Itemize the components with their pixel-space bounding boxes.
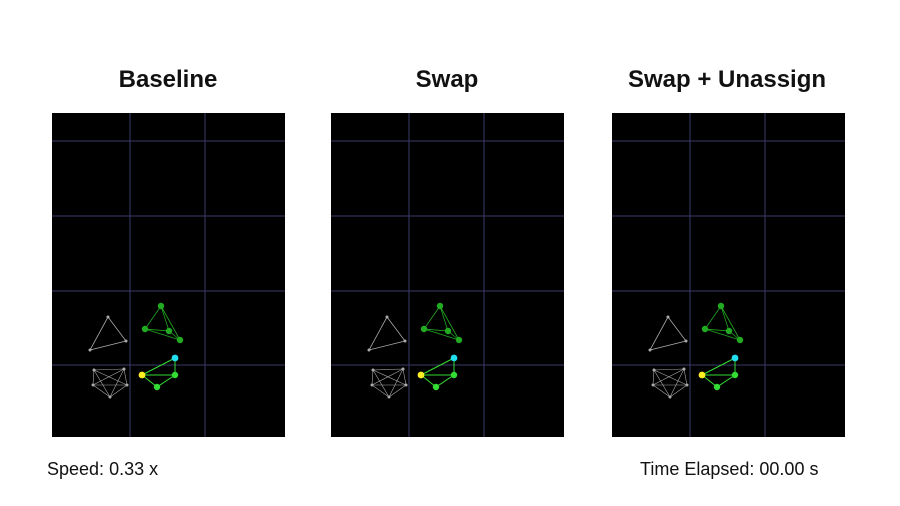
speed-readout: Speed: 0.33 x: [47, 459, 158, 480]
panel-title-baseline: Baseline: [118, 66, 218, 93]
green-agent: [436, 302, 444, 310]
idle-formation-edge: [368, 316, 406, 351]
green-agent: [432, 383, 440, 391]
cyan-agent: [731, 354, 739, 362]
green-agent: [153, 383, 161, 391]
green-agent: [450, 371, 458, 379]
cyan-agent: [450, 354, 458, 362]
green-agent: [176, 336, 184, 344]
green-agent: [736, 336, 744, 344]
idle-agent: [651, 383, 655, 387]
idle-agent: [668, 395, 672, 399]
green-agent: [157, 302, 165, 310]
green-agent: [455, 336, 463, 344]
idle-formation-edge: [652, 368, 688, 398]
idle-agent: [92, 368, 96, 372]
green-agent: [725, 327, 733, 335]
panel-title-swap: Swap: [415, 66, 479, 93]
idle-agent: [125, 383, 129, 387]
idle-agent: [387, 395, 391, 399]
idle-agent: [370, 383, 374, 387]
green-agent: [713, 383, 721, 391]
speed-value: 0.33 x: [109, 459, 159, 479]
sim-panel-swap-unassign: [612, 113, 845, 437]
idle-agent: [403, 339, 407, 343]
yellow-agent: [138, 371, 146, 379]
idle-agent: [682, 367, 686, 371]
yellow-agent: [417, 371, 425, 379]
idle-formation-edge: [649, 316, 687, 351]
sim-canvas-baseline: [52, 113, 285, 437]
green-agent: [420, 325, 428, 333]
idle-agent: [124, 339, 128, 343]
idle-agent: [401, 367, 405, 371]
green-formation-edge: [144, 305, 181, 341]
idle-agent: [685, 383, 689, 387]
sim-canvas-swap-unassign: [612, 113, 845, 437]
green-agent: [444, 327, 452, 335]
idle-formation-edge: [92, 368, 128, 398]
time-label: Time Elapsed:: [640, 459, 755, 479]
green-agent: [717, 302, 725, 310]
sim-panel-swap: [331, 113, 564, 437]
green-agent: [165, 327, 173, 335]
idle-agent: [122, 367, 126, 371]
idle-agent: [652, 368, 656, 372]
active-formation-edge: [701, 357, 736, 388]
active-formation-edge: [420, 357, 455, 388]
green-agent: [171, 371, 179, 379]
speed-label: Speed:: [47, 459, 105, 479]
idle-formation-edge: [371, 368, 407, 398]
green-agent: [731, 371, 739, 379]
idle-agent: [385, 315, 389, 319]
green-agent: [141, 325, 149, 333]
idle-agent: [367, 348, 371, 352]
green-formation-edge: [704, 305, 741, 341]
green-agent: [701, 325, 709, 333]
idle-agent: [404, 383, 408, 387]
active-formation-edge: [141, 357, 176, 388]
panel-title-swap-unassign: Swap + Unassign: [627, 66, 827, 93]
idle-agent: [684, 339, 688, 343]
sim-canvas-swap: [331, 113, 564, 437]
yellow-agent: [698, 371, 706, 379]
idle-agent: [91, 383, 95, 387]
idle-formation-edge: [89, 316, 127, 351]
time-value: 00.00 s: [759, 459, 819, 479]
idle-agent: [106, 315, 110, 319]
idle-agent: [88, 348, 92, 352]
idle-agent: [648, 348, 652, 352]
green-formation-edge: [423, 305, 460, 341]
sim-panel-baseline: [52, 113, 285, 437]
idle-agent: [666, 315, 670, 319]
time-elapsed-readout: Time Elapsed: 00.00 s: [640, 459, 818, 480]
cyan-agent: [171, 354, 179, 362]
idle-agent: [108, 395, 112, 399]
idle-agent: [371, 368, 375, 372]
